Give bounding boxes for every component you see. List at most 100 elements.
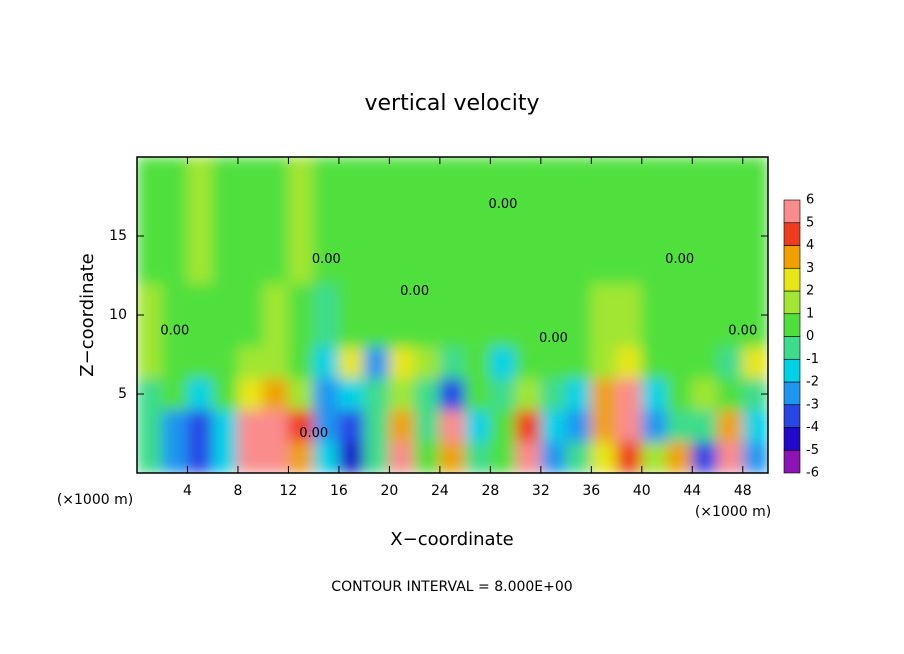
cell [388,346,416,379]
cell [137,157,163,284]
cell [717,346,744,379]
colorbar-box [783,381,801,406]
cell [414,282,441,348]
cell [338,440,365,473]
colorbar-label: 5 [806,215,814,230]
colorbar-label: 3 [806,261,814,276]
cell [439,409,466,442]
x-tick-label: 4 [183,483,192,499]
cell [717,409,744,442]
cell [691,346,719,379]
cell [590,282,618,348]
cell [489,282,517,348]
cell [212,346,239,379]
colorbar-box [783,404,801,428]
y-axis-label: Z−coordinate [77,253,98,376]
cell [161,377,188,411]
colorbar-box [783,267,801,292]
cell [338,377,365,411]
colorbar-box [783,290,801,315]
cell [313,346,340,379]
cell [540,409,567,442]
colorbar-box [783,313,801,337]
colorbar-label: -2 [806,375,819,390]
cell [691,409,719,442]
cell [161,409,188,442]
cell [313,409,340,442]
colorbar-label: -5 [806,443,819,458]
x-tick-label: 8 [233,483,242,499]
cell [464,282,491,348]
colorbar-box [783,358,801,383]
colorbar-box [783,245,801,269]
cell [363,282,390,348]
cell [237,440,264,473]
cell [313,157,340,284]
cell [388,157,416,284]
cell [691,440,719,473]
chart-title: vertical velocity [364,91,539,116]
cell [212,409,239,442]
cell [590,157,618,284]
cell [590,377,618,411]
cell [212,377,239,411]
x-tick-label: 32 [532,483,550,499]
cell [338,409,365,442]
cell [161,346,188,379]
cell [540,346,567,379]
cell [515,346,542,379]
cell [262,157,289,284]
x-tick-label: 24 [431,483,449,499]
cell [161,440,188,473]
cell [363,409,390,442]
cell [489,440,517,473]
cell [489,377,517,411]
cell [161,282,188,348]
cell [414,377,441,411]
cell [515,377,542,411]
cell [515,440,542,473]
cell [616,346,643,379]
contour-label: 0.00 [299,426,328,441]
cell [262,377,289,411]
cell [262,346,289,379]
cell [363,377,390,411]
cell [262,409,289,442]
contour-label: 0.00 [312,252,341,267]
cell [691,282,719,348]
cell [616,377,643,411]
x-tick-label: 40 [633,483,651,499]
cell [515,157,542,284]
cell [161,157,188,284]
cell [363,157,390,284]
cell [287,409,315,442]
field [137,157,768,473]
cell [565,409,592,442]
contour-label: 0.00 [489,197,518,212]
colorbar-box [783,336,801,360]
cell [464,377,491,411]
x-tick-label: 20 [380,483,398,499]
cell [287,157,315,284]
y-tick-label: 15 [109,228,127,244]
cell [414,346,441,379]
x-unit: (×1000 m) [57,492,133,508]
cell [742,157,768,284]
cell [540,282,567,348]
cell [717,157,744,284]
cell [439,440,466,473]
cell [212,157,239,284]
x-axis-label: X−coordinate [390,529,513,550]
cell [691,157,719,284]
cell [641,157,668,284]
cell [137,409,163,442]
cell [388,377,416,411]
cell [137,346,163,379]
cell [439,157,466,284]
cell [338,157,365,284]
cell [186,409,214,442]
cell [464,409,491,442]
cell [388,282,416,348]
y-tick-label: 10 [109,307,127,323]
cell [616,282,643,348]
